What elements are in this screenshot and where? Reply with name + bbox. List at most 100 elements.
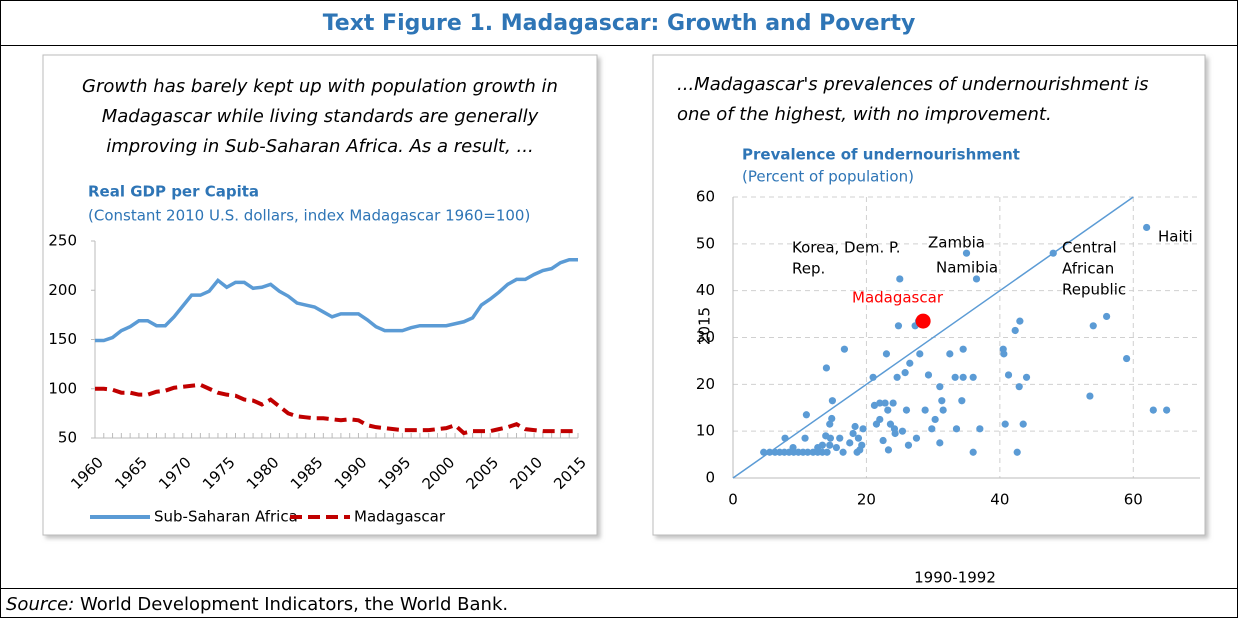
point (924, 371, 933, 379)
point (886, 420, 895, 428)
point (846, 439, 854, 447)
y-axis-label: 2015 (696, 307, 714, 345)
point (893, 373, 901, 381)
point (1019, 420, 1027, 428)
point (882, 350, 891, 358)
annotation: Haiti (1158, 228, 1193, 246)
point (936, 383, 944, 391)
x-tick-label: 60 (1124, 491, 1143, 509)
annotation: Madagascar (852, 289, 944, 307)
point (959, 345, 967, 353)
point (951, 373, 959, 381)
point (1089, 322, 1097, 330)
point (1049, 249, 1057, 257)
point (802, 411, 810, 419)
point (1143, 223, 1151, 232)
point (946, 350, 954, 358)
point (1016, 317, 1024, 325)
point (1011, 326, 1019, 335)
diagonal-line (732, 196, 1134, 479)
point (1086, 392, 1094, 400)
point (958, 397, 966, 405)
caption-line: ...Madagascar's prevalences of undernour… (677, 74, 1149, 95)
point (781, 434, 789, 442)
point (904, 441, 913, 449)
point (959, 373, 967, 381)
annotation: African (1062, 260, 1114, 278)
y-tick-label: 30 (696, 328, 715, 346)
point (891, 429, 899, 438)
highlight-point (915, 313, 931, 329)
y-tick-label: 50 (58, 429, 77, 447)
point (839, 448, 847, 456)
y-tick-label: 0 (705, 469, 715, 487)
point (962, 249, 971, 257)
point (876, 399, 884, 407)
caption-line: improving in Sub-Saharan Africa. As a re… (106, 136, 533, 157)
x-axis-label: 1990-1992 (914, 569, 996, 587)
point (840, 345, 849, 353)
point (928, 425, 936, 433)
point (1149, 406, 1157, 414)
point (938, 397, 946, 405)
point (789, 443, 797, 452)
point (859, 425, 867, 433)
caption-line: Madagascar while living standards are ge… (102, 106, 539, 127)
point (1004, 371, 1013, 379)
point (896, 275, 904, 283)
point (1000, 350, 1008, 358)
point (1103, 312, 1111, 321)
point (1163, 406, 1171, 414)
point (828, 397, 837, 405)
point (969, 448, 977, 456)
point (854, 434, 863, 442)
point (766, 448, 774, 456)
annotation: Central (1062, 239, 1117, 257)
point (921, 406, 929, 414)
source: Source: World Development Indicators, th… (6, 594, 508, 615)
right-panel (652, 54, 1206, 536)
point (939, 406, 947, 414)
chart-title: Prevalence of undernourishment (742, 146, 1020, 164)
point (898, 427, 907, 435)
point (889, 399, 897, 407)
y-tick-label: 100 (48, 379, 77, 397)
y-tick-label: 20 (696, 375, 715, 393)
point (884, 446, 893, 454)
source-label: Source: (6, 594, 74, 615)
point (826, 420, 834, 428)
point (801, 434, 809, 442)
annotation: Korea, Dem. P. (792, 239, 900, 257)
legend-label: Madagascar (354, 508, 446, 526)
x-tick-label: 40 (990, 491, 1009, 509)
point (832, 443, 841, 452)
y-tick-label: 40 (696, 281, 715, 299)
series-line (95, 382, 578, 436)
y-tick-label: 50 (696, 234, 715, 252)
point (1123, 354, 1131, 363)
point (969, 373, 977, 381)
point (826, 441, 834, 449)
figure-title: Text Figure 1. Madagascar: Growth and Po… (323, 11, 916, 36)
chart-subtitle: (Percent of population) (742, 168, 914, 186)
annotation: Rep. (792, 260, 825, 278)
point (760, 448, 768, 456)
point (869, 373, 877, 381)
y-tick-label: 250 (48, 232, 77, 250)
point (826, 434, 835, 442)
left-panel (42, 54, 598, 536)
annotation: Zambia (928, 234, 985, 252)
point (849, 429, 857, 438)
y-tick-label: 10 (696, 422, 715, 440)
y-tick-label: 200 (48, 281, 77, 299)
point (902, 406, 911, 414)
point (952, 425, 961, 433)
point (916, 350, 924, 358)
y-tick-label: 150 (48, 330, 77, 348)
point (976, 425, 984, 433)
point (823, 448, 831, 456)
y-tick-label: 60 (696, 188, 715, 206)
point (1022, 373, 1031, 381)
point (884, 406, 892, 414)
